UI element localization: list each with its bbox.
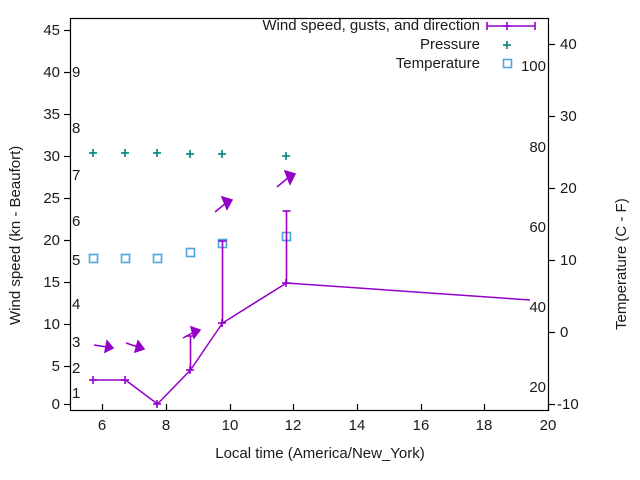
- y-tick-label-5: 5: [51, 358, 60, 375]
- y-tick-label-25: 25: [43, 190, 60, 207]
- legend-key-wind: [486, 22, 536, 30]
- x-tick-label-6: 6: [97, 417, 107, 434]
- y-tick-label-35: 35: [43, 106, 60, 123]
- fahrenheit-label-100: 100: [520, 58, 546, 75]
- legend-key-pressure: [503, 41, 511, 49]
- legend-keys: [486, 22, 536, 69]
- x-axis-title-text: Local time (America/New_York): [215, 445, 425, 462]
- y2-axis-title-text: Temperature (C - F): [613, 198, 630, 330]
- y-tick-label-45: 45: [43, 22, 60, 39]
- y2-tick-label-10: 10: [560, 252, 577, 269]
- fahrenheit-label-20: 20: [529, 379, 546, 396]
- beaufort-label-6: 6: [72, 213, 81, 230]
- y-tick-label-20: 20: [43, 232, 60, 249]
- beaufort-label-9: 9: [72, 64, 81, 81]
- series-pressure: [89, 149, 290, 160]
- y-axis-ticks: [64, 29, 71, 406]
- legend-key-temperature: [502, 58, 513, 69]
- legend-label-wind: Wind speed, gusts, and direction: [262, 17, 480, 34]
- y2-axis-ticks: [548, 43, 555, 406]
- x-tick-label-20: 20: [539, 417, 557, 434]
- x-tick-label-10: 10: [221, 417, 239, 434]
- wind-speed-line: [93, 282, 531, 405]
- y2-axis-title: Temperature (C - F): [600, 0, 640, 480]
- x-tick-label-12: 12: [284, 417, 302, 434]
- x-tick-label-16: 16: [412, 417, 430, 434]
- y-tick-label-40: 40: [43, 64, 60, 81]
- legend-label-temperature: Temperature: [395, 55, 480, 72]
- beaufort-label-4: 4: [72, 296, 81, 313]
- beaufort-label-3: 3: [72, 334, 81, 351]
- y-axis-title-text: Wind speed (kn - Beaufort): [7, 146, 24, 325]
- wind-direction-arrow: [125, 339, 146, 354]
- wind-direction-arrow: [93, 339, 115, 354]
- x-axis-ticks: [101, 404, 550, 411]
- wind-direction-arrows: [93, 169, 297, 354]
- y-tick-label-10: 10: [43, 316, 60, 333]
- wind-direction-arrow: [276, 169, 297, 188]
- y-tick-label-15: 15: [43, 274, 60, 291]
- y2-tick-label-0: 0: [560, 324, 569, 341]
- series-temperature: [88, 231, 292, 264]
- x-tick-label-14: 14: [348, 417, 366, 434]
- wind-direction-arrow: [214, 195, 234, 213]
- y2-tick-label-20: 20: [560, 180, 577, 197]
- x-tick-label-18: 18: [475, 417, 493, 434]
- y-tick-label-30: 30: [43, 148, 60, 165]
- y-tick-label-0: 0: [51, 396, 60, 413]
- y2-tick-label-minus10: -10: [557, 396, 579, 413]
- wind-speed-markers: [89, 279, 290, 408]
- x-axis-title: Local time (America/New_York): [0, 445, 640, 462]
- x-tick-label-8: 8: [161, 417, 171, 434]
- plot-frame: [69, 17, 550, 412]
- beaufort-label-8: 8: [72, 120, 81, 137]
- fahrenheit-label-40: 40: [529, 299, 546, 316]
- y2-tick-label-30: 30: [560, 108, 577, 125]
- beaufort-label-7: 7: [72, 167, 81, 184]
- beaufort-label-2: 2: [72, 360, 81, 377]
- legend-label-pressure: Pressure: [419, 36, 480, 53]
- wind-direction-arrow: [182, 325, 202, 340]
- fahrenheit-label-60: 60: [529, 219, 546, 236]
- fahrenheit-label-80: 80: [529, 139, 546, 156]
- wind-gust-errorbars: [186, 210, 291, 370]
- beaufort-label-5: 5: [72, 252, 81, 269]
- y2-tick-label-40: 40: [560, 36, 577, 53]
- y-axis-title: Wind speed (kn - Beaufort): [0, 0, 30, 480]
- beaufort-label-1: 1: [72, 385, 81, 402]
